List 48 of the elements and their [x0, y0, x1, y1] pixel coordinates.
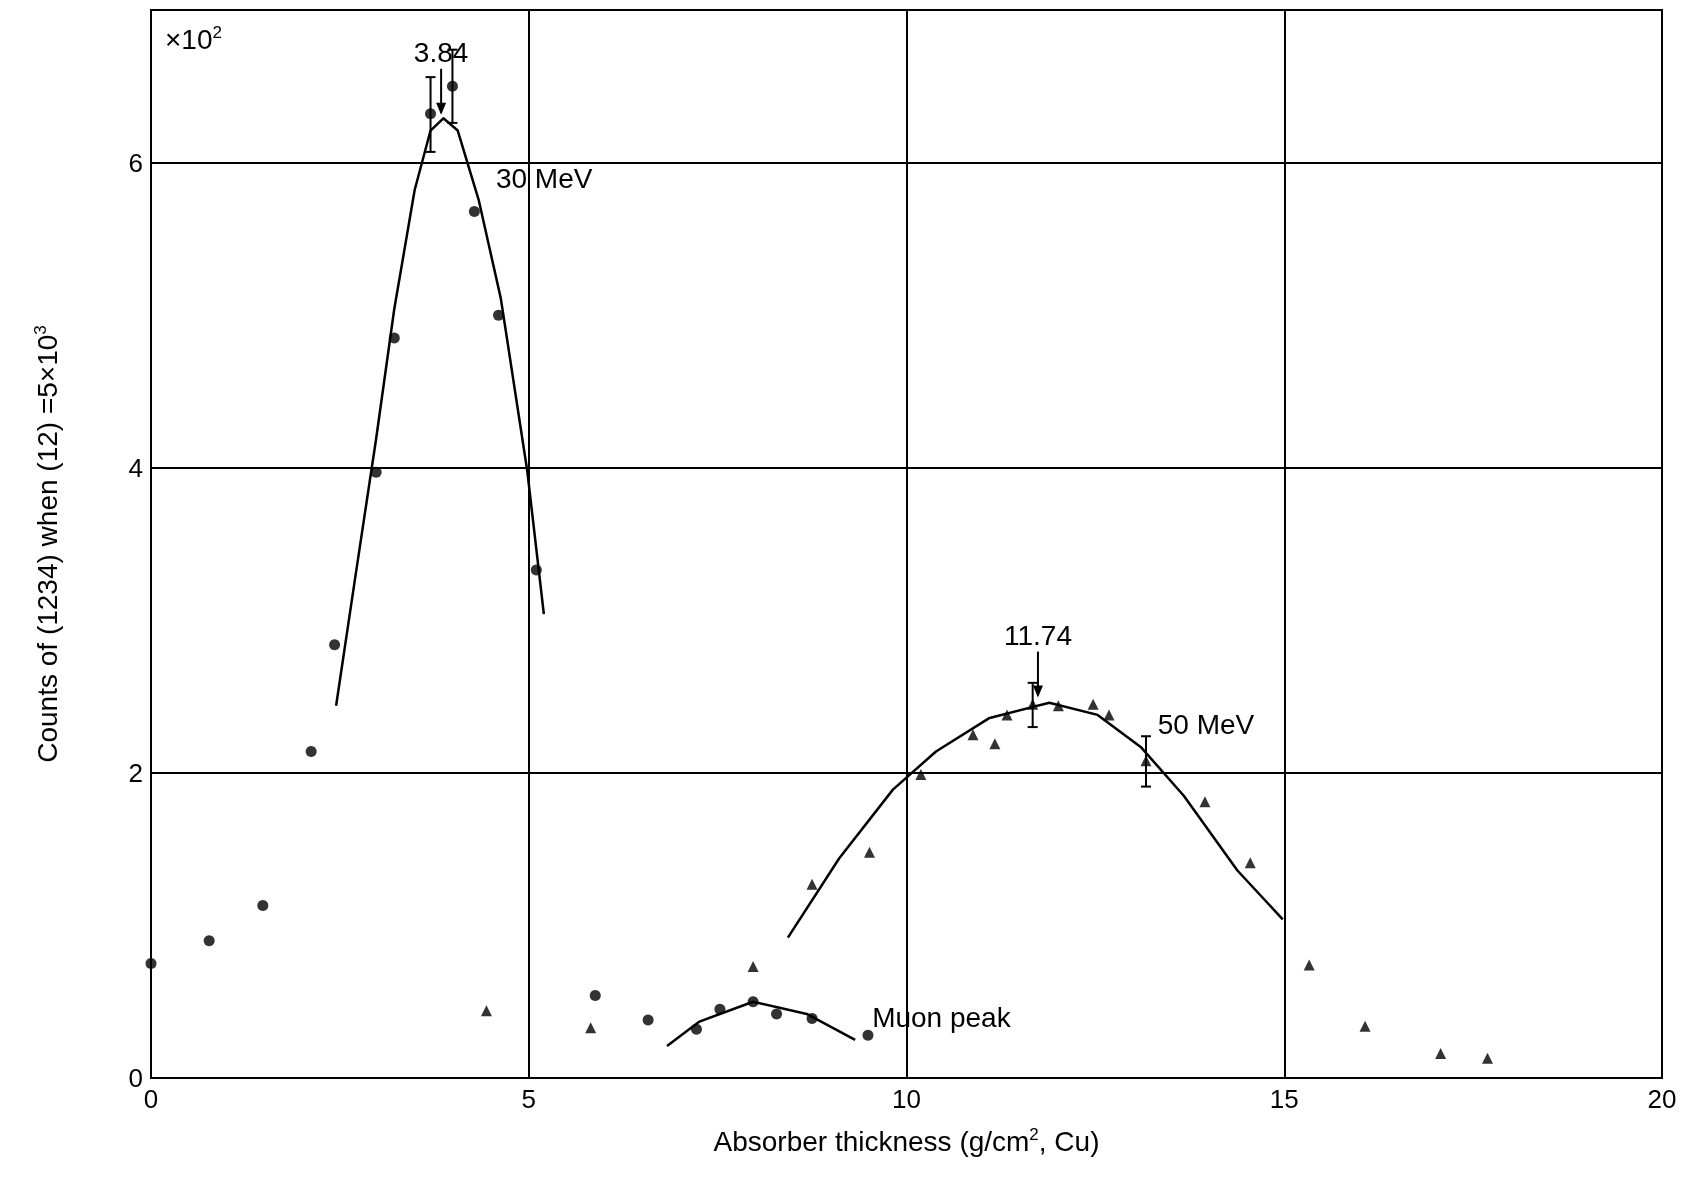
- point: [1435, 1048, 1447, 1060]
- point: [1052, 700, 1064, 712]
- point: [1087, 698, 1099, 710]
- y-axis-title: Counts of (1234) when (12) =5×103: [31, 325, 63, 763]
- point: [806, 878, 818, 890]
- point: [747, 996, 759, 1008]
- point: [747, 961, 759, 973]
- point: [862, 1029, 874, 1041]
- point: [257, 900, 269, 912]
- point: [1303, 959, 1315, 971]
- point: [388, 332, 400, 344]
- point: [863, 846, 875, 858]
- x-tick-label: 10: [892, 1084, 921, 1114]
- point: [1001, 709, 1013, 721]
- y-tick-label: 4: [128, 452, 143, 483]
- y-tick-label: 0: [128, 1063, 143, 1093]
- point: [145, 958, 157, 970]
- point: [806, 1013, 818, 1024]
- point: [642, 1014, 654, 1026]
- point: [714, 1003, 726, 1015]
- point: [329, 639, 341, 651]
- point: [915, 768, 927, 780]
- point: [1359, 1020, 1371, 1032]
- point: [589, 990, 601, 1002]
- series-label: 30 MeV: [495, 163, 593, 195]
- point: [370, 466, 382, 478]
- point: [468, 205, 480, 217]
- y-tick-label: 6: [128, 147, 143, 178]
- point: [1244, 857, 1256, 869]
- x-tick-label: 15: [1269, 1084, 1299, 1114]
- point: [203, 935, 215, 947]
- annotation: 11.74: [1003, 620, 1072, 652]
- point: [530, 564, 542, 576]
- point: [1103, 709, 1115, 721]
- point: [1199, 796, 1211, 808]
- point: [690, 1023, 702, 1035]
- series-label: 50 MeV: [1157, 709, 1255, 741]
- point: [1481, 1052, 1493, 1064]
- point: [989, 738, 1001, 750]
- x-tick-label: 20: [1647, 1084, 1677, 1114]
- y-tick-label: 2: [128, 757, 143, 788]
- annotation: 3.84: [413, 37, 469, 69]
- point: [771, 1008, 783, 1020]
- point: [305, 746, 317, 757]
- x-tick-label: 5: [521, 1084, 536, 1114]
- point: [967, 729, 979, 741]
- point: [480, 1005, 492, 1017]
- point: [585, 1022, 597, 1034]
